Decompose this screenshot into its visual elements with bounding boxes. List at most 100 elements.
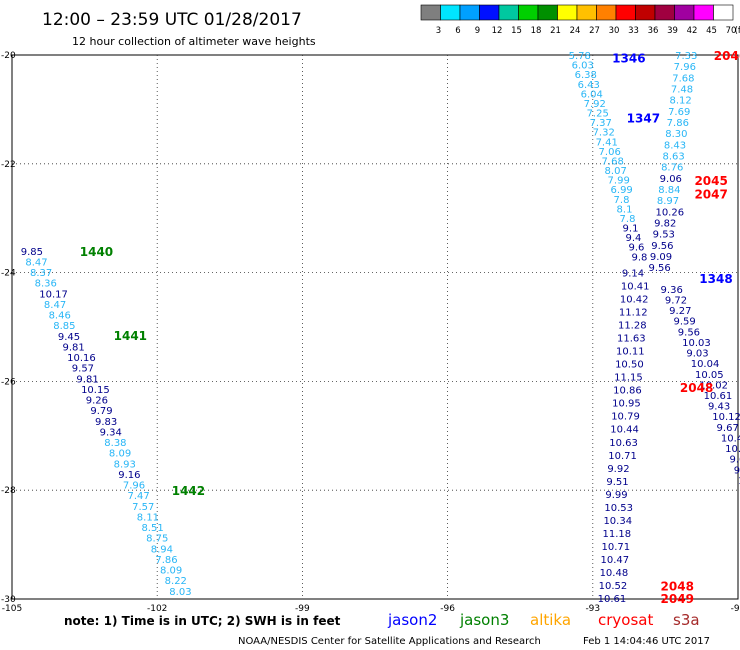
pass-labels: 1440 1441 1442 1346 1347 1348 2045 2046 2047 2048… — [80, 49, 740, 606]
plot-area — [11, 54, 739, 600]
y-tick-label: -28 — [1, 486, 16, 496]
y-tick-label: -20 — [1, 51, 16, 61]
scale-swatch — [440, 4, 461, 21]
footer-timestamp: Feb 1 14:04:46 UTC 2017 — [583, 636, 710, 647]
swh-value: 10.12 — [712, 412, 740, 423]
swh-value: 8.30 — [665, 129, 687, 140]
swh-value: 10.44 — [610, 425, 639, 436]
swh-value: 8.94 — [151, 544, 173, 555]
scale-label: 6 — [455, 26, 460, 36]
swh-value: 8.11 — [137, 512, 159, 523]
scale-label: 39 — [667, 26, 678, 36]
swh-value: 10.17 — [39, 289, 68, 300]
swh-value: 10.71 — [608, 451, 637, 462]
plot-frame — [11, 54, 739, 600]
swh-value: 9.6 — [629, 243, 645, 254]
grid-lines — [12, 55, 738, 599]
swh-value: 10.05 — [695, 370, 724, 381]
swh-value: 7.86 — [667, 118, 689, 129]
swh-value: 10.19 — [725, 444, 740, 455]
swh-value: 7.47 — [128, 491, 150, 502]
x-tick-label: -102 — [147, 604, 167, 614]
swh-value: 10.04 — [691, 359, 720, 370]
swh-value: 8.38 — [104, 438, 126, 449]
swh-value: 9.1 — [623, 224, 639, 235]
footer-note: note: 1) Time is in UTC; 2) SWH is in fe… — [64, 614, 341, 628]
scale-swatch — [518, 4, 539, 21]
scale-label: 24 — [570, 26, 581, 36]
scale-swatch — [713, 4, 734, 21]
scale-swatch — [537, 4, 558, 21]
swh-value: 9.51 — [606, 477, 628, 488]
legend-jason3: jason3 — [459, 611, 509, 629]
swh-value: 9.53 — [653, 230, 675, 241]
swh-value: 9.72 — [665, 296, 687, 307]
scale-label: (ft) — [735, 26, 740, 36]
swh-value: 8.36 — [35, 279, 57, 290]
swh-value: 8.51 — [141, 523, 163, 534]
swh-value: 8.75 — [146, 534, 168, 545]
swh-value: 8.63 — [662, 151, 684, 162]
scale-swatch — [674, 4, 695, 21]
pass-label: 1440 — [80, 245, 113, 259]
swh-value: 10.0 — [738, 476, 740, 487]
swh-value: 8.09 — [109, 449, 131, 460]
swh-value: 8.97 — [657, 196, 679, 207]
swh-value: 9.43 — [708, 402, 730, 413]
pass-label: 2048 — [661, 579, 694, 593]
swh-value: 10.26 — [655, 207, 684, 218]
swh-value: 7.25 — [587, 109, 609, 120]
swh-value: 10.42 — [620, 295, 649, 306]
swh-value: 10.47 — [601, 555, 630, 566]
swh-value: 11.63 — [617, 334, 646, 345]
swh-value: 10.03 — [682, 338, 711, 349]
swh-value: 10.61 — [598, 594, 627, 605]
swh-value: 7.92 — [584, 99, 606, 110]
swh-value: 8.43 — [664, 140, 686, 151]
swh-value: 6.03 — [572, 61, 594, 72]
swh-value: 10.53 — [604, 503, 633, 514]
swh-value: 10.71 — [602, 542, 631, 553]
x-tick-label: -96 — [440, 604, 455, 614]
swh-value: 8.85 — [53, 321, 75, 332]
swh-value: 10.50 — [615, 360, 644, 371]
swh-value: 9.83 — [95, 417, 117, 428]
swh-value: 9.57 — [72, 364, 94, 375]
swh-value: 7.32 — [593, 128, 615, 139]
swh-value: 8.1 — [617, 204, 633, 215]
legend-jason2: jason2 — [387, 611, 437, 629]
swh-value: 10.34 — [603, 516, 632, 527]
y-tick-label: -24 — [1, 269, 16, 279]
scale-label: 3 — [436, 26, 441, 36]
swh-value: 11.28 — [618, 321, 647, 332]
y-tick-label: -30 — [1, 595, 16, 605]
swh-value: 6.04 — [581, 89, 603, 100]
swh-value: 9.92 — [607, 464, 629, 475]
swh-value: 10.16 — [67, 353, 96, 364]
swh-value: 7.86 — [155, 555, 177, 566]
swh-value: 11.18 — [602, 529, 631, 540]
scale-label: 18 — [531, 26, 542, 36]
pass-label: 1348 — [699, 272, 732, 286]
swh-value: 10.86 — [613, 386, 642, 397]
swh-value: 9.99 — [605, 490, 627, 501]
swh-value: 9.27 — [669, 306, 691, 317]
swh-value: 9.56 — [678, 327, 700, 338]
scale-label: 12 — [492, 26, 503, 36]
swh-value: 7.57 — [132, 502, 154, 513]
swh-value: 7.96 — [674, 62, 696, 73]
swh-value: 9.06 — [660, 174, 682, 185]
x-tick-label: -93 — [585, 604, 600, 614]
axis-tick-labels: -105 -102 -99 -96 -93 -90 -20 -22 -24 -26 -28 -30 — [1, 51, 740, 614]
scale-label: 15 — [511, 26, 522, 36]
swh-value: 8.76 — [661, 163, 683, 174]
swh-value: 8.47 — [25, 257, 47, 268]
scale-label: 45 — [706, 26, 717, 36]
pass-label: 1346 — [612, 52, 645, 66]
swh-value: 9.56 — [651, 241, 673, 252]
legend-altika: altika — [530, 611, 571, 629]
swh-value: 8.12 — [669, 96, 691, 107]
pass-label: 2045 — [694, 174, 727, 188]
swh-value: 7.69 — [668, 107, 690, 118]
scale-label: 70 — [726, 26, 737, 36]
